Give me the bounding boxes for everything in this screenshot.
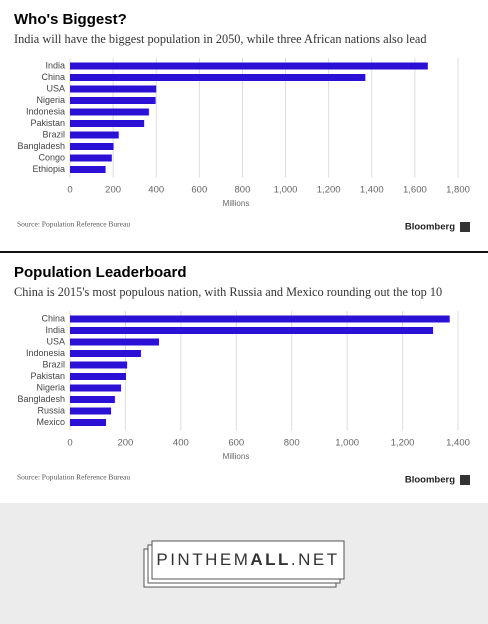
bar: [70, 373, 126, 380]
x-tick-label: 1,600: [403, 185, 427, 196]
x-tick-label: 0: [67, 438, 72, 449]
x-tick-label: 800: [284, 438, 300, 449]
chart-title: Population Leaderboard: [14, 264, 187, 281]
bar: [70, 154, 112, 162]
x-tick-label: 1,000: [335, 438, 359, 449]
y-tick-label: Bangladesh: [17, 141, 65, 151]
y-tick-label: Indonesia: [26, 348, 65, 358]
chart-subtitle: China is 2015's most populous nation, wi…: [14, 285, 442, 299]
bar: [70, 97, 156, 104]
x-tick-label: 1,000: [274, 185, 298, 196]
x-tick-label: 1,200: [391, 438, 415, 449]
x-tick-label: 400: [173, 438, 189, 449]
y-tick-label: Mexico: [36, 417, 65, 427]
bar: [70, 315, 450, 323]
y-tick-label: Congo: [38, 152, 65, 162]
bar: [70, 108, 149, 116]
bar: [70, 419, 107, 426]
bar: [70, 131, 119, 139]
y-tick-label: Russia: [37, 405, 65, 415]
chart-subtitle: India will have the biggest population i…: [14, 32, 427, 46]
y-tick-label: Brazil: [42, 359, 65, 369]
bar: [70, 396, 115, 403]
bar: [70, 327, 434, 334]
logo-text: PINTHEMALL.NET: [156, 550, 339, 569]
source-note: Source: Population Reference Bureau: [17, 473, 130, 482]
y-tick-label: USA: [46, 336, 65, 346]
bar: [70, 350, 141, 357]
bar: [70, 166, 106, 173]
bar: [70, 74, 366, 81]
bar: [70, 85, 157, 93]
y-tick-label: USA: [46, 83, 65, 93]
bar: [70, 338, 159, 346]
y-tick-label: Ethiopia: [32, 164, 65, 174]
y-tick-label: Nigeria: [36, 382, 65, 392]
y-tick-label: Bangladesh: [17, 394, 65, 404]
bar: [70, 361, 128, 369]
logo-part: ALL: [250, 550, 291, 569]
y-tick-label: Pakistan: [30, 371, 65, 381]
x-axis-label: Millions: [223, 199, 250, 208]
bar: [70, 120, 145, 127]
brand: Bloomberg: [405, 475, 455, 486]
y-tick-label: Brazil: [42, 129, 65, 139]
logo-part: .NET: [291, 550, 340, 569]
x-tick-label: 200: [105, 185, 121, 196]
source-note: Source: Population Reference Bureau: [17, 220, 130, 229]
brand-icon: [460, 475, 470, 485]
brand: Bloomberg: [405, 222, 455, 233]
x-tick-label: 1,800: [446, 185, 470, 196]
x-axis-label: Millions: [223, 452, 250, 461]
chart-title: Who's Biggest?: [14, 11, 127, 28]
bar: [70, 407, 112, 415]
x-tick-label: 0: [67, 185, 72, 196]
bar: [70, 143, 114, 150]
bar: [70, 62, 428, 70]
y-tick-label: China: [41, 72, 65, 82]
x-tick-label: 600: [191, 185, 207, 196]
x-tick-label: 600: [228, 438, 244, 449]
brand-icon: [460, 222, 470, 232]
logo-frame: [151, 540, 345, 580]
y-tick-label: Indonesia: [26, 106, 65, 116]
x-tick-label: 1,200: [317, 185, 341, 196]
x-tick-label: 200: [117, 438, 133, 449]
x-tick-label: 400: [148, 185, 164, 196]
y-tick-label: Pakistan: [30, 118, 65, 128]
y-tick-label: India: [45, 60, 65, 70]
logo-part: PINTHEM: [156, 550, 250, 569]
y-tick-label: Nigeria: [36, 95, 65, 105]
y-tick-label: China: [41, 313, 65, 323]
x-tick-label: 1,400: [360, 185, 384, 196]
y-tick-label: India: [45, 325, 65, 335]
x-tick-label: 1,400: [446, 438, 470, 449]
x-tick-label: 800: [235, 185, 251, 196]
bar: [70, 384, 121, 392]
